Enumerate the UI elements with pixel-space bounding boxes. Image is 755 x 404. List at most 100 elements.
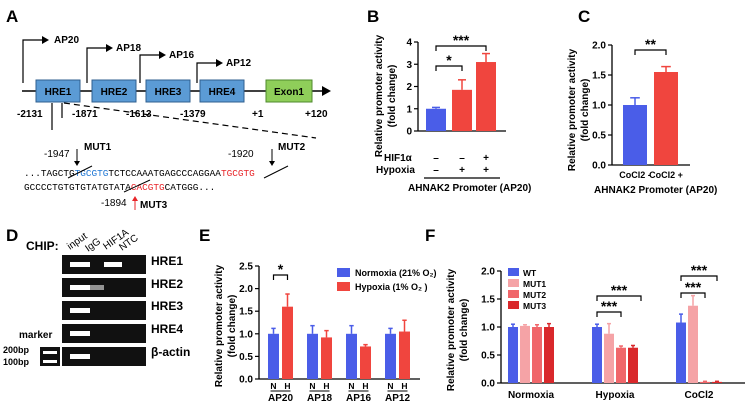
box-label-hre4: HRE4: [209, 87, 236, 98]
gel-row: [62, 301, 146, 320]
bar: [282, 306, 293, 379]
gel-row-label: HRE2: [151, 277, 183, 291]
mut2-label: MUT2: [278, 142, 306, 153]
bar: [532, 327, 542, 383]
sequence-line-1: ...TAGCTGTGCGTGTCTCCAAATGAGCCCAGGAATGCGT…: [24, 168, 255, 179]
legend-label: MUT1: [523, 279, 546, 289]
chart-e-ylabel-1: Relative promoter activity: [214, 264, 225, 387]
y-tick-label: 1.0: [239, 329, 253, 340]
marker-lane: [40, 347, 60, 366]
bar: [544, 327, 554, 383]
bar: [623, 105, 647, 165]
legend-label: MUT2: [523, 290, 546, 300]
mut2-position: -1920: [228, 149, 254, 160]
seq2-part-b: CACGTG: [131, 182, 165, 193]
significance-bracket: [680, 292, 706, 298]
gel-row: [62, 324, 146, 343]
panel-e: E Relative promoter activity (fold chang…: [199, 226, 437, 404]
panel-label-e: E: [199, 226, 210, 245]
x-sublabel: N: [309, 381, 315, 391]
box-hre2: [91, 79, 137, 103]
panel-c: C Relative promoter activity (fold chang…: [567, 7, 717, 196]
sequence-line-2: GCCCCTGTGTGTATGTATACACGTGCATGGG...: [24, 182, 215, 193]
y-tick-label: 2.0: [592, 41, 606, 52]
position-label: +1: [252, 109, 264, 120]
panel-label-a: A: [6, 7, 18, 26]
bar: [268, 333, 279, 379]
bar: [628, 347, 638, 383]
mut3-position: -1894: [101, 198, 127, 209]
legend-swatch: [337, 268, 350, 277]
seq2-part-c: CATGGG...: [165, 182, 216, 193]
legend-label: Hypoxia (1% O₂ ): [355, 282, 428, 292]
arrowhead-ap16: [159, 51, 166, 59]
legend-label: MUT3: [523, 301, 546, 311]
x-tick-label: Normoxia: [508, 390, 555, 401]
bar: [360, 346, 371, 379]
y-tick-label: 1.0: [481, 323, 495, 334]
arrowhead-ap20: [42, 36, 49, 44]
hypoxia-condition: +: [459, 165, 465, 176]
chart-b-row1-label: HIF1α: [384, 153, 413, 164]
promoter-arrow-ap16: [139, 54, 159, 83]
panel-f: F Relative promoter activity (fold chang…: [425, 226, 745, 401]
significance-bracket: [272, 274, 289, 280]
significance-bracket: [596, 311, 622, 317]
y-tick-label: 1.5: [592, 71, 606, 82]
legend-label: WT: [523, 268, 537, 278]
mut2-strike: [263, 165, 289, 179]
marker-size-200bp: 200bp: [3, 345, 30, 355]
chart-f-ylabel-1: Relative promoter activity: [446, 268, 457, 391]
gel-band: [70, 331, 90, 336]
bar: [604, 333, 614, 383]
bar: [508, 327, 518, 383]
bar: [385, 333, 396, 379]
hif1a-condition: –: [459, 153, 465, 164]
panel-a: A AP20 AP18 AP16 AP12 HRE1 HRE2 HRE3: [6, 7, 331, 211]
promoter-label-ap16: AP16: [169, 50, 194, 61]
y-tick-label: 0: [406, 127, 412, 138]
promoter-arrow-ap12: [196, 62, 216, 83]
position-label: -1613: [126, 109, 152, 120]
significance-marker: *: [446, 52, 452, 68]
gene-axis-arrowhead: [322, 86, 331, 96]
zoom-line-dashed: [63, 102, 317, 139]
box-label-hre2: HRE2: [101, 87, 128, 98]
box-hre3: [145, 79, 191, 103]
gel-row-label: β-actin: [151, 345, 190, 359]
significance-marker: **: [645, 36, 656, 52]
position-label: -2131: [17, 109, 43, 120]
mut2-arrowhead: [269, 161, 275, 166]
panel-d: D CHIP: input IgG HIF1A NTC HRE1 HRE2 HR…: [3, 226, 190, 367]
gel-band: [70, 308, 90, 313]
legend-label: Normoxia (21% O₂): [355, 268, 437, 278]
gel-row-label: HRE4: [151, 322, 183, 336]
mut3-strike: [123, 179, 151, 193]
bar: [592, 327, 602, 383]
x-tick-label: AP18: [307, 393, 332, 404]
seq1-part-c: TCTCCAAATGAGCCCAGGAA: [108, 168, 221, 179]
position-labels: -2131 -1871 -1613 -1379 +1 +120: [17, 109, 328, 120]
bar: [346, 333, 357, 379]
x-tick-label: AP12: [385, 393, 410, 404]
box-hre4: [199, 79, 245, 103]
legend-swatch: [337, 282, 350, 291]
y-tick-label: 1.5: [239, 307, 253, 318]
x-sublabel: N: [387, 381, 393, 391]
y-tick-label: 1: [406, 104, 412, 115]
box-hre1: [35, 79, 81, 103]
y-tick-label: 2.0: [481, 267, 495, 278]
hypoxia-condition: –: [433, 165, 439, 176]
y-tick-label: 0.0: [592, 161, 606, 172]
position-label: -1379: [180, 109, 206, 120]
arrowhead-ap18: [106, 44, 113, 52]
bar: [700, 381, 710, 383]
bar: [426, 108, 446, 131]
y-tick-label: 4: [406, 38, 412, 49]
bar: [321, 337, 332, 379]
gel-band: [88, 285, 104, 290]
